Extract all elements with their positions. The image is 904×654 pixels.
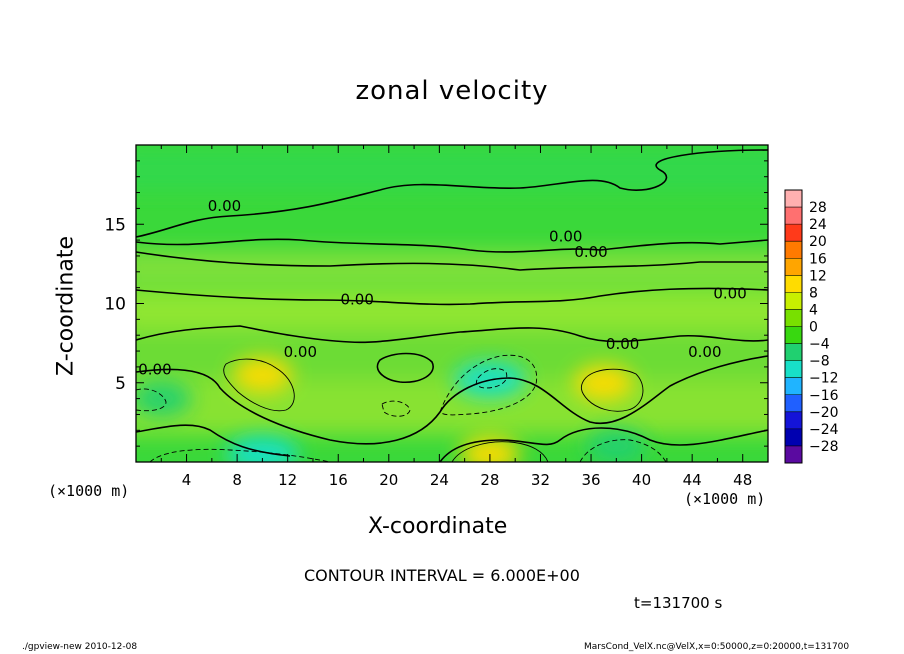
y-axis: 5 10 15 xyxy=(104,160,768,447)
contour-lines-positive xyxy=(223,358,644,462)
contour-neg-left-small xyxy=(381,400,411,417)
time-stamp: t=131700 s xyxy=(634,594,723,612)
contour-label: 0.00 xyxy=(284,343,317,361)
colorbar-label: −20 xyxy=(809,405,839,421)
colorbar-swatch xyxy=(785,292,802,310)
contour-zero-island xyxy=(376,352,434,384)
colorbar-swatch xyxy=(785,377,802,396)
x-tick-label: 4 xyxy=(182,471,192,489)
shaded-field xyxy=(136,145,768,462)
x-tick-label: 48 xyxy=(733,471,752,489)
contour-label: 0.00 xyxy=(549,227,582,245)
colorbar-label: 28 xyxy=(809,200,827,216)
y-axis-label: Z-coordinate xyxy=(53,236,79,376)
colorbar-swatch xyxy=(785,326,802,345)
x-tick-label: 24 xyxy=(430,471,449,489)
colorbar-swatch xyxy=(785,241,802,259)
field-feature-negative-4 xyxy=(136,380,192,417)
chart-title: zonal velocity xyxy=(355,76,549,106)
contour-pos-bottom xyxy=(451,441,549,462)
colorbar-label: −8 xyxy=(809,354,830,370)
colorbar-swatch xyxy=(785,207,802,225)
contour-neg-center-inner xyxy=(475,368,508,389)
contour-lines-negative xyxy=(136,354,667,462)
footer-program: ./gpview-new 2010-12-08 xyxy=(22,642,138,652)
contour-zero-bottom-a xyxy=(136,424,291,457)
contour-label: 0.00 xyxy=(208,197,241,215)
colorbar-swatch xyxy=(785,258,802,276)
colorbar-label: −28 xyxy=(809,439,839,455)
contour-lines xyxy=(136,149,768,462)
contour-zero-bottom-b xyxy=(439,427,768,462)
x-tick-label: 40 xyxy=(632,471,651,489)
colorbar-swatch xyxy=(785,445,802,464)
x-axis: 4 8 12 16 20 24 28 32 36 40 44 48 xyxy=(160,145,752,489)
colorbar-swatch xyxy=(785,275,802,293)
field-feature-negative-6 xyxy=(586,428,647,462)
colorbar-label: 24 xyxy=(809,217,827,233)
colorbar-swatch xyxy=(785,343,802,362)
y-tick-label: 5 xyxy=(115,374,126,394)
x-tick-label: 8 xyxy=(232,471,242,489)
contour-label: 0.00 xyxy=(606,335,639,353)
x-tick-label: 12 xyxy=(278,471,297,489)
colorbar-swatch xyxy=(785,394,802,413)
contour-zero-upper xyxy=(136,149,768,238)
colorbar-swatch xyxy=(785,360,802,379)
x-tick-label: 28 xyxy=(480,471,499,489)
colorbar-label: 0 xyxy=(809,320,818,336)
contour-neg-left xyxy=(136,388,167,412)
colorbar-label: −24 xyxy=(809,422,839,438)
colorbar-label: −4 xyxy=(809,337,830,353)
contour-labels: 0.000.000.000.00 0.000.00 0.00 0.000.00 xyxy=(138,197,747,378)
contour-label: 0.00 xyxy=(688,343,721,361)
contour-label: 0.00 xyxy=(138,360,171,378)
x-unit-right: (×1000 m) xyxy=(684,490,766,508)
colorbar-label: −16 xyxy=(809,388,839,404)
contour-neg-bottom-left xyxy=(149,448,331,462)
field-feature-positive-0 xyxy=(232,356,293,393)
contour-zero-band-mid xyxy=(136,251,768,271)
x-tick-label: 20 xyxy=(379,471,398,489)
contour-neg-bottom-right xyxy=(579,439,667,462)
contour-neg-center xyxy=(439,354,538,416)
colorbar-label: 20 xyxy=(809,234,827,250)
colorbar-swatch xyxy=(785,190,802,208)
contour-interval-text: CONTOUR INTERVAL = 6.000E+00 xyxy=(304,566,580,585)
contour-zero-low xyxy=(136,355,768,445)
colorbar-swatch xyxy=(785,411,802,430)
field-feature-positive-1 xyxy=(573,364,634,401)
x-tick-label: 36 xyxy=(581,471,600,489)
contour-label: 0.00 xyxy=(340,291,373,309)
colorbar-label: −12 xyxy=(809,371,839,387)
contour-zero-lower xyxy=(136,325,768,344)
colorbar-label: 12 xyxy=(809,268,827,284)
x-tick-label: 32 xyxy=(531,471,550,489)
footer-source: MarsCond_VelX.nc@VelX,x=0:50000,z=0:2000… xyxy=(584,642,850,652)
x-axis-label: X-coordinate xyxy=(368,514,508,539)
y-tick-label: 15 xyxy=(104,215,126,235)
x-tick-label: 16 xyxy=(329,471,348,489)
colorbar-swatch xyxy=(785,428,802,447)
contour-pos-left xyxy=(223,358,295,412)
contour-label: 0.00 xyxy=(574,243,607,261)
colorbar-label: 8 xyxy=(809,285,818,301)
colorbar-swatch xyxy=(785,224,802,242)
x-tick-label: 44 xyxy=(683,471,702,489)
colorbar-label: 4 xyxy=(809,302,818,318)
y-tick-label: 10 xyxy=(104,295,126,315)
contour-zero-mid xyxy=(136,287,768,306)
x-unit-left: (×1000 m) xyxy=(48,482,130,500)
colorbar-label: 16 xyxy=(809,251,827,267)
colorbar-swatch xyxy=(785,309,802,327)
contour-zero-band-top xyxy=(136,238,768,253)
contour-label: 0.00 xyxy=(713,284,746,302)
contour-pos-right xyxy=(580,368,644,412)
